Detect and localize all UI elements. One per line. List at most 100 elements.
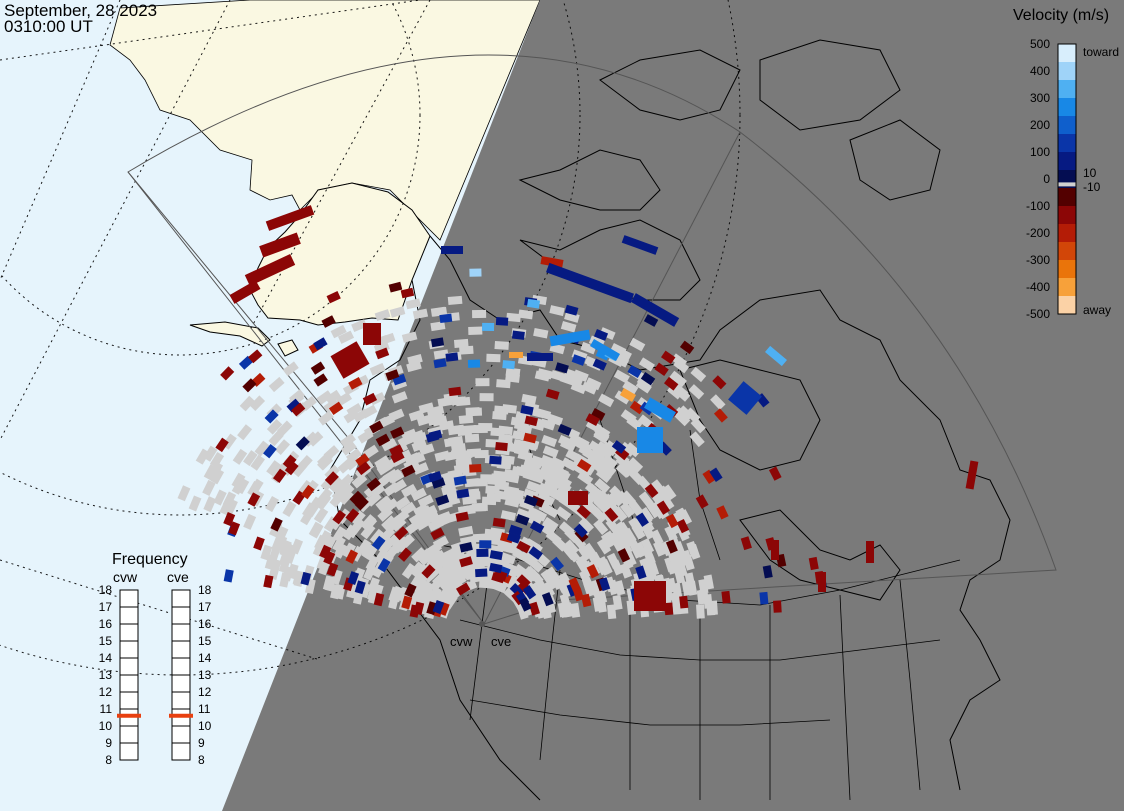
velocity-color-step bbox=[1058, 152, 1076, 171]
ground-scatter-cell bbox=[373, 341, 390, 354]
velocity-cell bbox=[512, 330, 525, 340]
ground-scatter-cell bbox=[266, 418, 283, 435]
velocity-cell bbox=[661, 350, 676, 365]
frequency-column-cve: cve bbox=[167, 569, 189, 585]
velocity-cell bbox=[455, 511, 469, 522]
kodiak-island bbox=[277, 339, 299, 357]
ground-scatter-cell bbox=[213, 489, 227, 506]
ground-scatter-cell bbox=[594, 424, 611, 439]
velocity-cell bbox=[456, 488, 470, 499]
velocity-cell bbox=[263, 574, 274, 589]
alaska-daylit-mainland bbox=[249, 182, 431, 326]
ground-scatter-cell bbox=[436, 562, 453, 578]
ground-scatter-cell bbox=[297, 455, 313, 471]
velocity-color-step bbox=[1058, 44, 1076, 63]
time-label: 0310:00 UT bbox=[4, 17, 93, 36]
ground-scatter-cell bbox=[650, 529, 664, 546]
ground-scatter-cell bbox=[340, 433, 357, 448]
ground-scatter-cell bbox=[378, 539, 394, 556]
ground-scatter-cell bbox=[617, 462, 633, 478]
ground-scatter-cell bbox=[459, 345, 474, 355]
velocity-cell bbox=[577, 459, 592, 473]
velocity-cell bbox=[665, 513, 679, 529]
alaska-daylit-land bbox=[109, 0, 541, 241]
velocity-cell bbox=[441, 246, 463, 254]
ground-scatter-cell bbox=[468, 326, 483, 335]
velocity-cell bbox=[598, 577, 611, 592]
velocity-cell bbox=[679, 340, 695, 355]
velocity-cell bbox=[433, 358, 447, 369]
ground-scatter-cell bbox=[316, 390, 333, 405]
ground-scatter-cell bbox=[362, 444, 379, 460]
velocity-cell bbox=[526, 298, 541, 309]
frequency-tick-left: 11 bbox=[100, 702, 113, 716]
ground-scatter-cell bbox=[494, 341, 509, 350]
ground-scatter-cell bbox=[312, 540, 326, 557]
velocity-cell bbox=[592, 358, 607, 371]
frequency-tick-left: 17 bbox=[99, 600, 113, 614]
velocity-cell bbox=[571, 354, 586, 366]
velocity-cell bbox=[818, 572, 826, 592]
inner-positive-label: 10 bbox=[1083, 166, 1097, 180]
ground-scatter-cell bbox=[332, 536, 346, 553]
ground-scatter-cell bbox=[591, 507, 608, 523]
ground-scatter-cell bbox=[542, 516, 559, 532]
velocity-cell bbox=[284, 460, 299, 476]
velocity-color-step bbox=[1058, 278, 1076, 297]
away-label: away bbox=[1083, 303, 1111, 317]
ground-scatter-cell bbox=[351, 319, 368, 332]
velocity-color-step bbox=[1058, 80, 1076, 99]
velocity-cell bbox=[762, 565, 773, 579]
ground-scatter-cell bbox=[335, 392, 353, 407]
ground-scatter-cell bbox=[677, 405, 694, 421]
ground-scatter-cell bbox=[375, 458, 392, 473]
velocity-tick-labels: 500 400 300 200 100 0 -100 -200 -300 -400 -500 bbox=[1026, 37, 1050, 321]
velocity-cell bbox=[253, 536, 265, 551]
ground-scatter-cell bbox=[689, 431, 705, 448]
velocity-color-step bbox=[1058, 188, 1076, 207]
velocity-cell bbox=[665, 539, 678, 554]
ground-scatter-cell bbox=[277, 420, 293, 437]
velocity-cell bbox=[489, 550, 503, 561]
velocity-cell bbox=[242, 378, 257, 393]
date-label: September, 28 2023 bbox=[4, 1, 158, 20]
velocity-cell bbox=[495, 441, 508, 452]
velocity-cell bbox=[326, 562, 339, 577]
ground-scatter-cell bbox=[650, 479, 666, 496]
ground-scatter-cell bbox=[592, 596, 603, 612]
velocity-cell bbox=[728, 381, 762, 415]
velocity-cell bbox=[491, 572, 506, 584]
ground-scatter-cell bbox=[555, 486, 572, 502]
velocity-cell bbox=[557, 423, 572, 436]
ground-scatter-cell bbox=[512, 548, 529, 562]
velocity-color-step bbox=[1058, 260, 1076, 279]
ground-scatter-cell bbox=[526, 480, 543, 494]
ground-scatter-cell bbox=[432, 306, 448, 317]
toward-label: toward bbox=[1083, 45, 1119, 59]
velocity-cell bbox=[709, 467, 723, 482]
velocity-cell bbox=[469, 268, 482, 277]
ground-scatter-cell bbox=[614, 580, 626, 596]
ground-scatter-cell bbox=[369, 362, 386, 376]
ground-scatter-cell bbox=[374, 309, 391, 322]
ground-scatter-cell bbox=[517, 450, 534, 462]
velocity-cell bbox=[248, 349, 263, 364]
ground-scatter-cell bbox=[626, 600, 637, 615]
velocity-cell bbox=[421, 564, 436, 579]
frequency-gauges bbox=[117, 589, 193, 761]
velocity-tick-label: 500 bbox=[1030, 37, 1050, 51]
ground-scatter-cell bbox=[621, 459, 638, 475]
velocity-cell bbox=[516, 540, 531, 554]
ground-scatter-cell bbox=[426, 541, 443, 557]
ground-scatter-cell bbox=[430, 321, 446, 332]
velocity-cell bbox=[617, 548, 631, 563]
ground-scatter-cell bbox=[552, 536, 568, 552]
velocity-cell bbox=[301, 484, 315, 500]
velocity-cell bbox=[528, 546, 543, 560]
ground-scatter-cell bbox=[633, 541, 648, 558]
inner-negative-label: -10 bbox=[1083, 180, 1101, 194]
velocity-cell bbox=[264, 409, 279, 424]
ground-scatter-cell bbox=[512, 430, 528, 441]
ground-scatter-cell bbox=[669, 370, 686, 386]
